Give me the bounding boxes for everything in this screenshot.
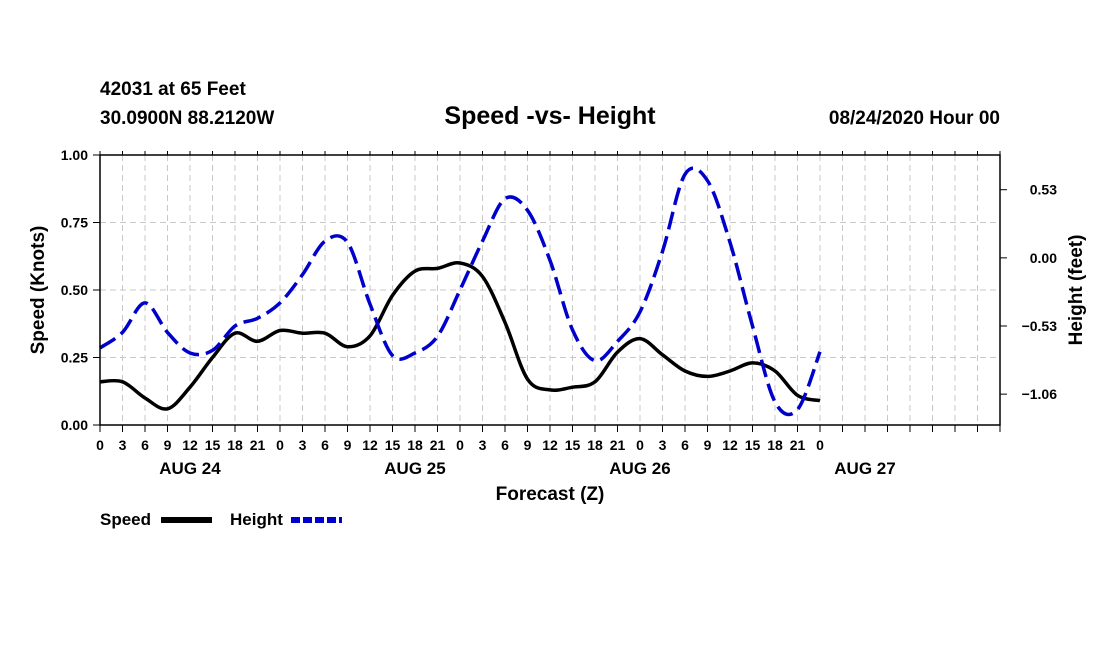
coords-label: 30.0900N 88.2120W: [100, 108, 274, 129]
x-tick-label: 0: [276, 437, 284, 453]
x-tick-label: 0: [636, 437, 644, 453]
series-line-speed: [99, 261, 821, 411]
axis-ticks: 0 3 6 9 12 15 18 21 0 3 6 9 12 15 18 21 0 3 6 9 12 15 18 21 0 3 6 9…: [61, 147, 1057, 478]
day-label: AUG 27: [834, 459, 895, 478]
x-tick-label: 18: [227, 437, 243, 453]
x-tick-label: 3: [299, 437, 307, 453]
x-tick-label: 0: [96, 437, 104, 453]
day-label: AUG 24: [159, 459, 221, 478]
x-tick-label: 21: [610, 437, 626, 453]
y2-tick-label: 0.53: [1030, 182, 1057, 198]
datetime-label: 08/24/2020 Hour 00: [829, 108, 1000, 129]
x-tick-label: 6: [501, 437, 509, 453]
day-label: AUG 25: [384, 459, 445, 478]
x-tick-label: 21: [430, 437, 446, 453]
x-tick-label: 21: [790, 437, 806, 453]
grid-lines: [100, 155, 1000, 425]
x-tick-label: 12: [362, 437, 378, 453]
x-tick-label: 6: [141, 437, 149, 453]
x-tick-label: 9: [164, 437, 172, 453]
x-tick-label: 9: [524, 437, 532, 453]
y2-axis-title: Height (feet): [1066, 235, 1087, 346]
x-tick-label: 12: [182, 437, 198, 453]
x-tick-label: 15: [745, 437, 761, 453]
y-tick-label: 0.75: [61, 215, 88, 231]
x-tick-label: 3: [659, 437, 667, 453]
legend: Speed Height: [100, 510, 342, 529]
x-tick-label: 0: [816, 437, 824, 453]
y2-tick-label: 0.00: [1030, 250, 1057, 266]
x-tick-label: 3: [479, 437, 487, 453]
y2-tick-label: −1.06: [1022, 386, 1058, 402]
y-tick-label: 0.25: [61, 350, 88, 366]
series-group: [99, 166, 822, 417]
x-tick-label: 18: [587, 437, 603, 453]
day-label: AUG 26: [609, 459, 670, 478]
x-tick-label: 9: [344, 437, 352, 453]
x-tick-label: 3: [119, 437, 127, 453]
y-tick-label: 0.00: [61, 417, 88, 433]
y-tick-label: 1.00: [61, 147, 88, 163]
x-tick-label: 0: [456, 437, 464, 453]
y2-tick-label: −0.53: [1022, 318, 1058, 334]
series-line-height: [99, 166, 822, 417]
x-tick-label: 15: [565, 437, 581, 453]
x-tick-label: 12: [722, 437, 738, 453]
x-tick-label: 6: [681, 437, 689, 453]
x-tick-label: 21: [250, 437, 266, 453]
chart-title: Speed -vs- Height: [444, 102, 656, 130]
x-tick-label: 15: [385, 437, 401, 453]
x-tick-label: 9: [704, 437, 712, 453]
x-tick-label: 15: [205, 437, 221, 453]
x-tick-label: 6: [321, 437, 329, 453]
x-tick-label: 12: [542, 437, 558, 453]
station-label: 42031 at 65 Feet: [100, 79, 246, 100]
legend-speed-label: Speed: [100, 510, 151, 529]
x-tick-label: 18: [767, 437, 783, 453]
y-axis-title: Speed (Knots): [28, 226, 49, 355]
legend-height-label: Height: [230, 510, 283, 529]
y-tick-label: 0.50: [61, 282, 88, 298]
x-axis-title: Forecast (Z): [496, 484, 605, 505]
x-tick-label: 18: [407, 437, 423, 453]
